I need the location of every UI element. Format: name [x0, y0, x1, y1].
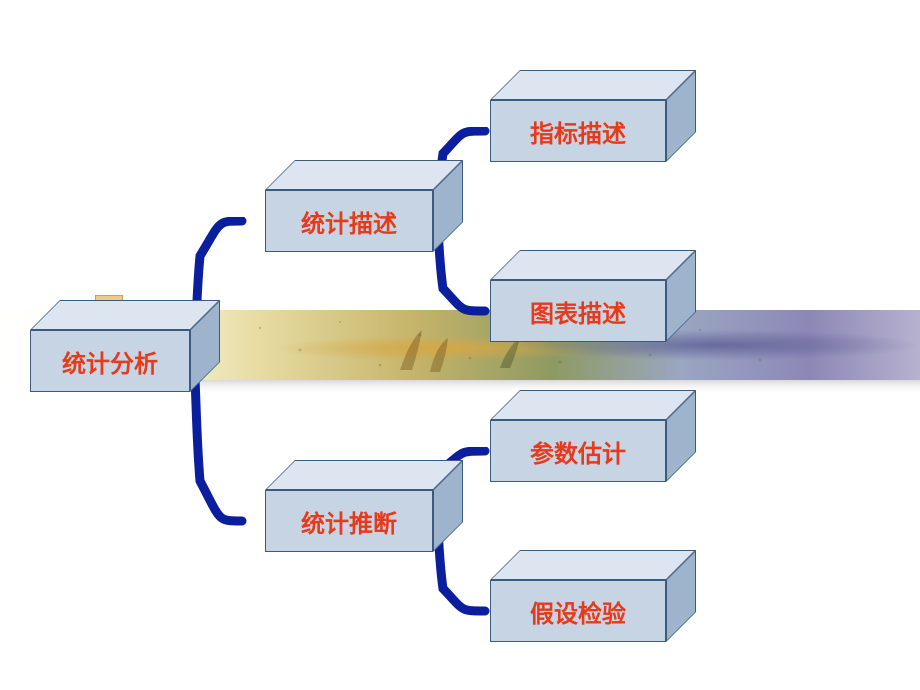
node-hypothesis-testing-label: 假设检验 [530, 594, 626, 629]
node-indicator-description: 指标描述 [490, 70, 696, 162]
node-chart-description-label: 图表描述 [530, 294, 626, 329]
node-root-label: 统计分析 [62, 344, 158, 379]
node-stat-description-label: 统计描述 [301, 204, 397, 239]
node-stat-description: 统计描述 [265, 160, 463, 252]
node-hypothesis-testing: 假设检验 [490, 550, 696, 642]
node-parameter-estimation-label: 参数估计 [530, 434, 626, 469]
diagram-stage: 统计分析 统计描述 统计推断 指标描述 图表描述 参数估计 假设检验 [0, 0, 920, 690]
node-chart-description: 图表描述 [490, 250, 696, 342]
node-root: 统计分析 [30, 300, 220, 392]
node-stat-inference-label: 统计推断 [301, 504, 397, 539]
node-stat-inference: 统计推断 [265, 460, 463, 552]
node-indicator-description-label: 指标描述 [530, 114, 626, 149]
node-parameter-estimation: 参数估计 [490, 390, 696, 482]
